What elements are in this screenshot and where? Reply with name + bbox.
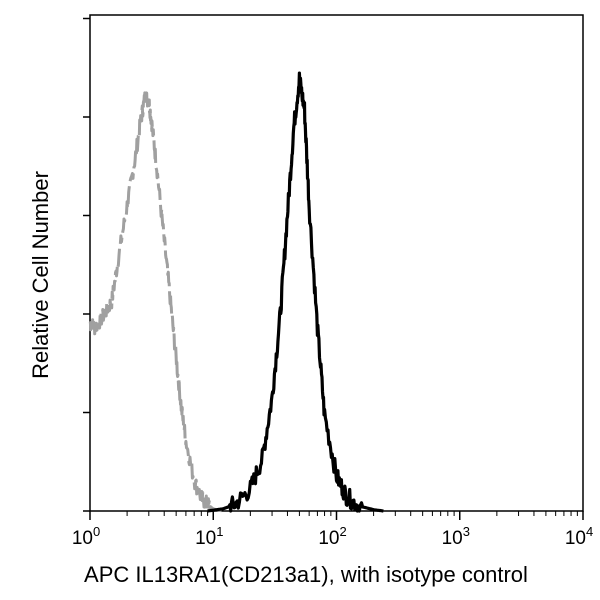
x-tick-label: 100	[72, 524, 100, 549]
x-tick-label: 102	[318, 524, 346, 549]
series-line-il13ra1	[207, 71, 385, 513]
x-axis: 100 101 102 103 104	[72, 511, 593, 549]
x-tick-label: 101	[195, 524, 223, 549]
x-tick-label: 103	[442, 524, 470, 549]
series-line-isotype-control	[88, 91, 225, 513]
x-axis-title: APC IL13RA1(CD213a1), with isotype contr…	[84, 562, 528, 587]
plot-frame	[89, 14, 584, 512]
y-axis	[83, 17, 90, 512]
y-axis-title: Relative Cell Number	[28, 171, 53, 379]
series-layer	[88, 71, 385, 513]
x-tick-label: 104	[565, 524, 593, 549]
